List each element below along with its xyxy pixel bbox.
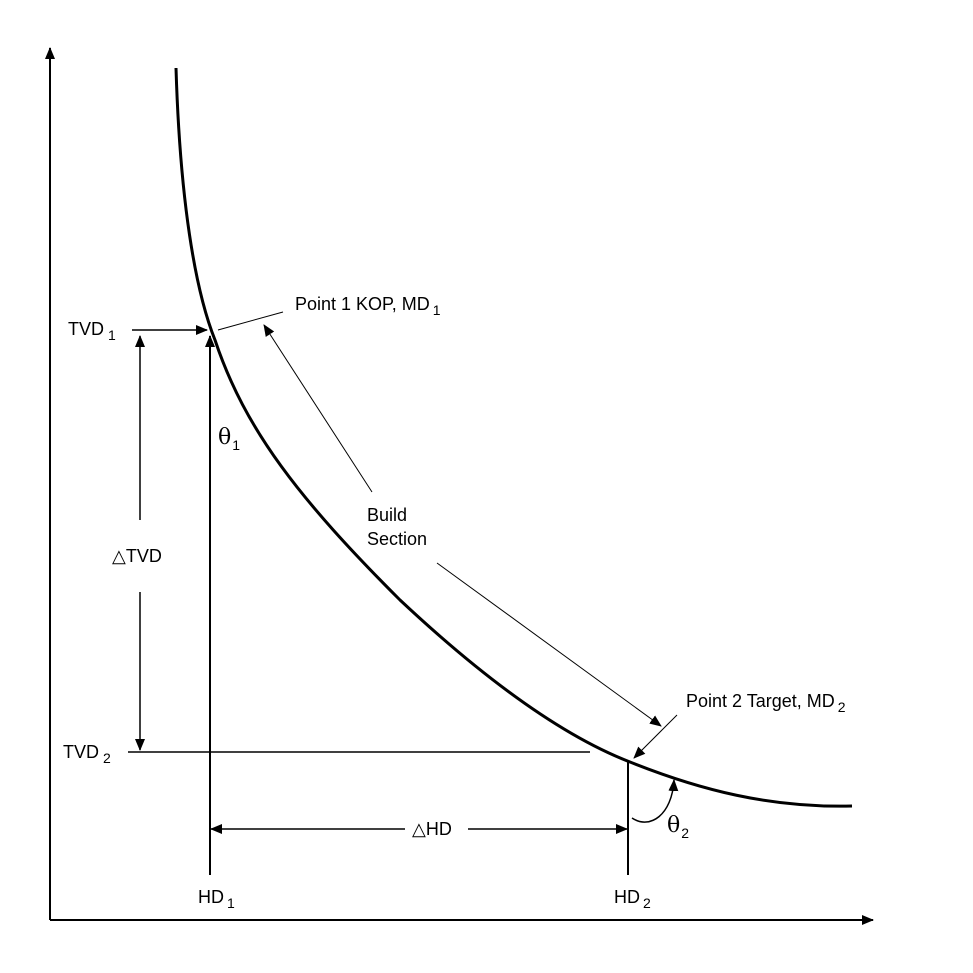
- point1-label: Point 1 KOP, MD 1: [295, 294, 441, 318]
- label-sub: 1: [232, 437, 240, 453]
- hd1-label: HD 1: [198, 887, 235, 911]
- label-sub: 2: [681, 825, 689, 841]
- label-text: Point 1 KOP, MD: [295, 294, 430, 314]
- build-arrow-up: [263, 324, 373, 493]
- label-sub: 2: [838, 699, 846, 715]
- build-label: Build: [367, 505, 407, 525]
- label-text: TVD: [63, 742, 99, 762]
- hd2-label: HD 2: [614, 887, 651, 911]
- tvd1-label: TVD 1: [68, 319, 116, 343]
- theta1-label: θ1: [218, 425, 240, 453]
- build-arrow-down: [436, 562, 662, 727]
- label-text: θ: [667, 813, 680, 838]
- delta-tvd-label: △TVD: [112, 546, 162, 566]
- label-text: Point 2 Target, MD: [686, 691, 835, 711]
- section-label: Section: [367, 529, 427, 549]
- well-path: [174, 67, 853, 808]
- label-text: HD: [198, 887, 224, 907]
- theta2-arc: [631, 779, 679, 823]
- label-text: TVD: [68, 319, 104, 339]
- point2-leader: [633, 714, 678, 759]
- label-sub: 2: [643, 895, 651, 911]
- delta-hd-label: △HD: [412, 819, 452, 839]
- tvd2-label: TVD 2: [63, 742, 111, 766]
- label-text: θ: [218, 425, 231, 450]
- label-sub: 1: [108, 327, 116, 343]
- point1-leader: [217, 311, 284, 331]
- theta2-label: θ2: [667, 813, 689, 841]
- label-text: HD: [614, 887, 640, 907]
- label-sub: 1: [227, 895, 235, 911]
- label-sub: 2: [103, 750, 111, 766]
- point2-label: Point 2 Target, MD 2: [686, 691, 846, 715]
- label-sub: 1: [433, 302, 441, 318]
